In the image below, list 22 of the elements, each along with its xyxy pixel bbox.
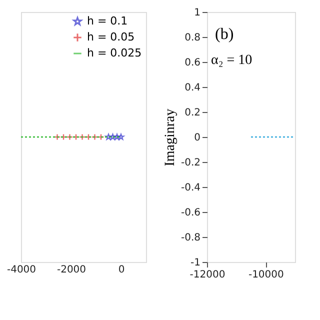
legend-label: h = 0.05 (87, 30, 135, 44)
y-tick-label: 0.6 (184, 58, 200, 68)
y-tick-label: 0.4 (184, 82, 200, 94)
legend-label: h = 0.1 (87, 14, 128, 28)
y-tick-label: 0 (194, 132, 200, 144)
y-tick-label: 0.2 (184, 108, 200, 118)
x-tick-label: 0 (118, 264, 125, 276)
y-tick-label: -1 (190, 258, 200, 268)
x-tick-label: -4000 (6, 264, 36, 276)
y-tick-label: -0.6 (180, 208, 200, 218)
y-tick-label: -0.8 (180, 232, 200, 244)
x-tick-label: -10000 (248, 270, 284, 280)
annotation: (b) (215, 26, 234, 43)
x-tick-label: -2000 (56, 264, 86, 276)
x-tick-label: -12000 (190, 270, 226, 280)
y-tick-label: 1 (194, 8, 200, 18)
y-tick-label: -0.4 (180, 182, 200, 194)
annotation: α₂ = 10 (211, 53, 252, 68)
y-tick-label: 0.8 (184, 32, 200, 44)
y-axis-title: Imaginray (162, 108, 178, 166)
y-tick-label: -0.2 (180, 158, 200, 168)
legend-label: h = 0.025 (87, 46, 142, 60)
